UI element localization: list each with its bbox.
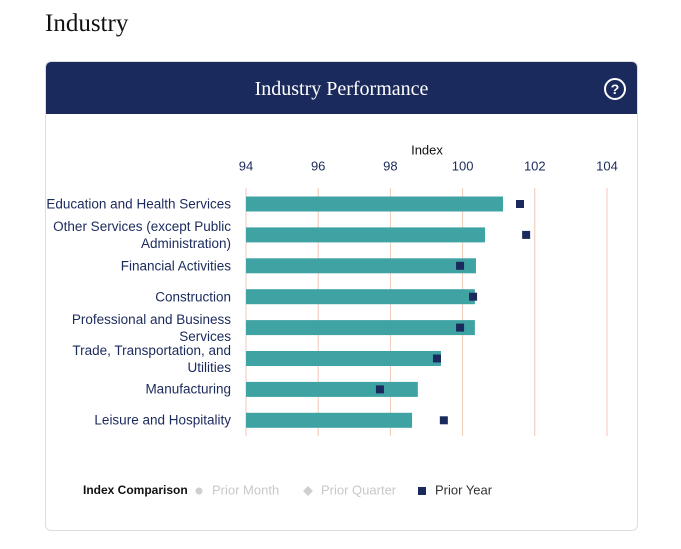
- legend-marker: [303, 486, 313, 496]
- legend-label: Prior Quarter: [321, 482, 397, 497]
- y-tick-label: Financial Activities: [120, 258, 231, 274]
- comparison-marker: [469, 292, 478, 301]
- bar: [246, 320, 475, 336]
- y-tick-label: Professional and Business Services: [71, 311, 231, 344]
- comparison-marker: [432, 354, 441, 363]
- bar: [246, 258, 476, 274]
- legend-label: Prior Year: [435, 482, 493, 497]
- x-tick-label: 96: [311, 158, 325, 173]
- x-tick-label: 102: [524, 158, 546, 173]
- bar: [246, 196, 504, 212]
- help-button[interactable]: ?: [604, 78, 626, 100]
- bar: [246, 381, 418, 397]
- legend-marker: [195, 487, 203, 495]
- comparison-marker: [515, 200, 524, 208]
- legend-title: Index Comparison: [83, 483, 188, 497]
- x-tick-label: 98: [383, 158, 397, 173]
- card-header: Industry Performance: [46, 62, 637, 114]
- legend-label: Prior Month: [212, 482, 279, 497]
- legend-marker: [418, 487, 426, 495]
- y-tick-label: Education and Health Services: [46, 196, 231, 212]
- comparison-marker: [456, 261, 465, 270]
- comparison-marker: [456, 323, 465, 332]
- y-tick-label: Trade, Transportation, and Utilities: [72, 342, 231, 375]
- x-tick-label: 100: [452, 158, 474, 173]
- card: Industry Performance ?: [45, 61, 638, 531]
- y-tick-label: Other Services (except Public Administra…: [53, 218, 231, 251]
- comparison-marker: [439, 416, 448, 425]
- comparison-marker: [522, 230, 531, 239]
- y-tick-label: Manufacturing: [145, 381, 231, 397]
- y-tick-label: Construction: [155, 289, 231, 305]
- x-tick-label: 94: [239, 158, 253, 173]
- bar: [246, 227, 485, 243]
- bar: [246, 351, 441, 366]
- bar: [246, 289, 475, 305]
- comparison-marker: [375, 385, 384, 394]
- y-tick-label: Leisure and Hospitality: [94, 412, 231, 428]
- x-axis-title: Index: [411, 142, 443, 157]
- page-title: Industry: [45, 10, 129, 37]
- x-tick-label: 104: [596, 158, 618, 173]
- bar: [246, 412, 413, 428]
